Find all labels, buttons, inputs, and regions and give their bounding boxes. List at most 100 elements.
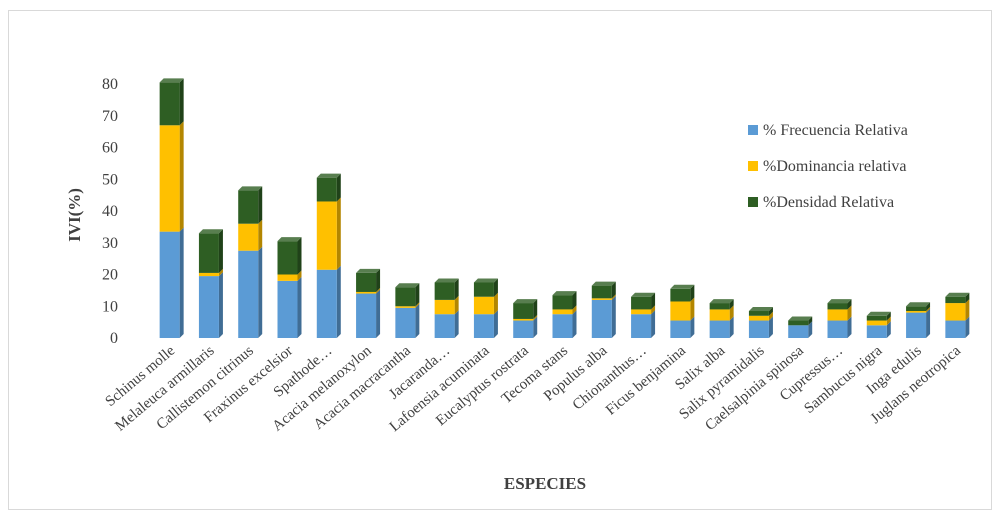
bar-segment [945, 320, 966, 338]
bar-segment-side [336, 197, 341, 270]
bar-segment [906, 312, 927, 338]
bar-segment-side [218, 229, 223, 273]
bar-segment-side [926, 308, 931, 338]
bar-top [709, 299, 734, 304]
bar-segment-side [886, 316, 891, 326]
bar-stack [395, 283, 420, 338]
bar-segment [159, 231, 180, 338]
bar-stack [552, 291, 577, 338]
bar-top [473, 278, 498, 283]
bar-stack [709, 299, 734, 338]
bar-segment-side [376, 268, 381, 292]
bar-stack [591, 281, 616, 338]
bar-segment [866, 315, 887, 321]
bar-segment [513, 320, 534, 338]
bar-segment-side [376, 289, 381, 338]
legend-swatch [748, 161, 758, 171]
bar-segment-side [611, 295, 616, 338]
bar-segment [198, 276, 219, 338]
bar-segment-side [808, 321, 813, 338]
bar-segment-side [454, 310, 459, 338]
bar-segment [395, 307, 416, 338]
y-tick-label: 50 [102, 171, 118, 188]
bar-segment-side [179, 78, 184, 126]
bar-stack [434, 278, 459, 338]
bar-segment-side [965, 316, 970, 338]
x-axis-title: ESPECIES [504, 474, 586, 493]
bar-segment-side [847, 305, 852, 321]
bar-segment-side [258, 219, 263, 251]
bar-segment [631, 296, 652, 310]
bar-stack [631, 292, 656, 338]
bar-segment [945, 303, 966, 321]
bar-segment [198, 233, 219, 273]
legend-label: %Densidad Relativa [763, 194, 894, 211]
bar-segment [670, 288, 691, 302]
bar-segment-side [729, 305, 734, 321]
bar-segment [709, 303, 730, 310]
legend: % Frecuencia Relativa %Dominancia relativ… [748, 122, 908, 211]
bar-segment-side [572, 310, 577, 338]
bar-segment-side [336, 173, 341, 202]
bar-stack [316, 173, 341, 338]
bar-top [591, 281, 616, 286]
bar-stack [277, 237, 302, 338]
bar-segment-side [533, 316, 538, 338]
bar-segment-side [415, 283, 420, 307]
bar-stack [159, 78, 184, 338]
bar-segment-side [454, 295, 459, 315]
bar-segment [356, 291, 377, 294]
bar-segment-side [258, 246, 263, 338]
bar-segment-side [493, 310, 498, 338]
bar-segment-side [572, 291, 577, 310]
bar-stack [198, 229, 223, 338]
bar-top [552, 291, 577, 296]
bar-top [434, 278, 459, 283]
bar-segment-side [651, 305, 656, 315]
bar-segment [709, 320, 730, 338]
bar-top [159, 78, 184, 83]
bar-segment [316, 201, 337, 270]
bar-top [748, 307, 773, 312]
bar-segment [395, 287, 416, 307]
bar-stack [788, 316, 813, 338]
bar-top [866, 311, 891, 316]
y-tick-label: 80 [102, 76, 118, 93]
bar-segment-side [926, 302, 931, 312]
bar-segment-side [336, 265, 341, 338]
bar-segment-side [847, 316, 852, 338]
bar-segment [788, 320, 809, 326]
bar-segment [670, 320, 691, 338]
bar-segment [748, 311, 769, 316]
bar-segment [827, 309, 848, 321]
bar-segment [906, 311, 927, 313]
bar-segment-side [218, 268, 223, 277]
bar-segment-side [768, 307, 773, 316]
legend-swatch [748, 197, 758, 207]
bar-stack [473, 278, 498, 338]
bar-segment [316, 269, 337, 338]
bar-segment-side [415, 303, 420, 338]
bar-segment-side [533, 299, 538, 319]
bar-segment [827, 320, 848, 338]
bar-segment-side [690, 316, 695, 338]
bar-top [788, 316, 813, 321]
bar-stack [748, 307, 773, 338]
bar-top [945, 292, 970, 297]
bar-segment [238, 190, 259, 224]
bar-segment-side [533, 314, 538, 321]
bar-segment [316, 177, 337, 202]
bar-top [670, 284, 695, 289]
bar-segment [631, 314, 652, 338]
bar-segment [945, 296, 966, 304]
bar-segment [513, 318, 534, 321]
bar-segment-side [415, 302, 420, 308]
bar-segment [591, 298, 612, 300]
bar-segment-side [886, 311, 891, 321]
bar-segment [866, 320, 887, 326]
bar-stack [866, 311, 891, 338]
bar-segment [788, 325, 809, 338]
y-tick-label: 20 [102, 267, 118, 284]
y-tick-label: 10 [102, 298, 118, 315]
